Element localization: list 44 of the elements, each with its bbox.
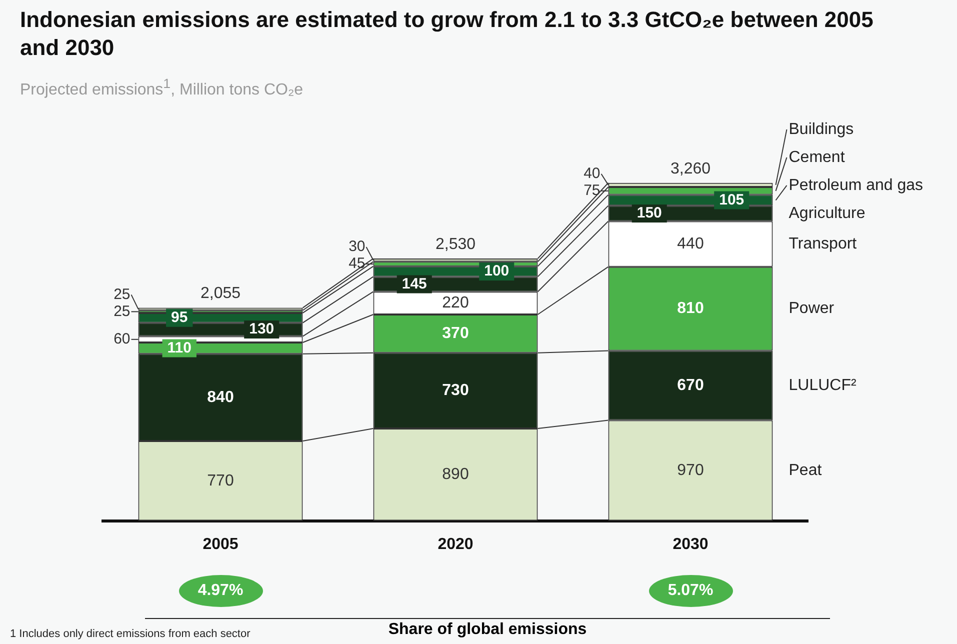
data-label: 60 bbox=[114, 330, 130, 348]
series-label: Transport bbox=[788, 235, 858, 252]
series-label: Petroleum and gas bbox=[788, 176, 924, 194]
data-label: 770 bbox=[207, 472, 234, 490]
series-label: Peat bbox=[788, 462, 822, 479]
text: 5.07% bbox=[648, 575, 732, 607]
chart-title: Indonesian emissions are estimated to grow from 2.1 to 3.3 GtCO₂e between 2005 and 2030 bbox=[20, 6, 874, 62]
data-label: 730 bbox=[442, 382, 469, 400]
data-label: 970 bbox=[677, 462, 704, 479]
text: 1 Includes only direct emissions from each sector bbox=[10, 628, 250, 640]
text: 4.97% bbox=[178, 575, 262, 607]
x-tick-label: 2020 bbox=[438, 536, 474, 553]
data-label: 105 bbox=[719, 191, 744, 208]
data-label: 810 bbox=[677, 300, 704, 318]
data-label: 130 bbox=[249, 320, 274, 338]
data-label: 25 bbox=[114, 286, 130, 303]
series-label: Agriculture bbox=[788, 204, 866, 222]
total-label: 3,260 bbox=[670, 160, 711, 178]
data-label: 40 bbox=[584, 165, 600, 182]
data-label: 45 bbox=[348, 255, 366, 272]
data-label: 890 bbox=[442, 466, 469, 484]
data-label: 95 bbox=[171, 309, 188, 326]
data-label: 670 bbox=[677, 376, 704, 394]
data-label: 440 bbox=[677, 235, 704, 252]
data-label: 100 bbox=[484, 262, 510, 280]
total-label: 2,530 bbox=[435, 236, 476, 253]
series-label: LULUCF² bbox=[788, 376, 857, 394]
data-label: 30 bbox=[348, 238, 366, 256]
series-label: Power bbox=[788, 300, 835, 318]
text: Share of global emissions bbox=[388, 621, 587, 638]
text: Buildings bbox=[788, 120, 854, 138]
data-label: 25 bbox=[114, 302, 130, 320]
data-label: 150 bbox=[636, 204, 662, 222]
data-label: 110 bbox=[167, 339, 192, 356]
x-tick-label: 2005 bbox=[202, 536, 238, 553]
data-label: 145 bbox=[402, 275, 427, 292]
x-tick-label: 2030 bbox=[672, 536, 708, 553]
data-label: 220 bbox=[442, 294, 469, 312]
chart-subtitle: Projected emissions$^{1}$, Million tons CO₂e bbox=[20, 76, 304, 100]
data-label: 75 bbox=[584, 182, 600, 200]
total-label: 2,055 bbox=[200, 285, 241, 302]
data-label: 370 bbox=[442, 325, 469, 342]
series-label: Cement bbox=[788, 148, 846, 166]
data-label: 840 bbox=[207, 388, 234, 406]
